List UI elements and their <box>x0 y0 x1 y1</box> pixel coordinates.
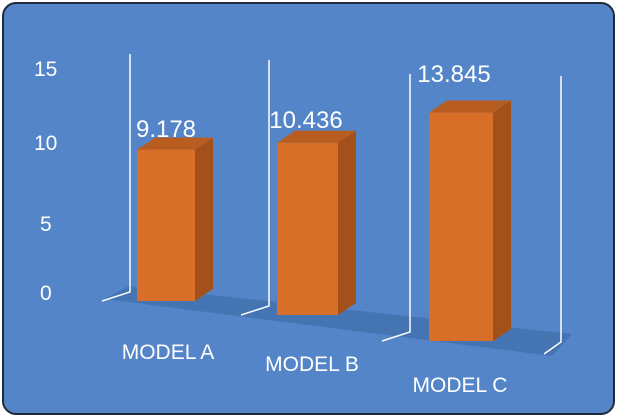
y-tick-label: 5 <box>40 213 52 236</box>
bar-top <box>277 130 356 143</box>
bar <box>137 137 213 301</box>
y-tick-label: 15 <box>34 58 57 81</box>
data-label: 13.845 <box>417 61 490 88</box>
bar-front <box>277 142 338 315</box>
bar-side <box>338 130 356 315</box>
category-label: MODEL B <box>265 353 359 376</box>
category-label: MODEL C <box>413 374 508 397</box>
axis-wall-line <box>240 60 270 316</box>
data-label: 10.436 <box>269 107 342 134</box>
category-label: MODEL A <box>122 341 215 364</box>
data-label: 9.178 <box>136 116 196 143</box>
axis-wall-line <box>381 74 411 342</box>
bar-side <box>493 100 511 342</box>
bar-top <box>137 137 213 150</box>
bar-top <box>429 100 511 113</box>
axis-wall-line-right <box>543 76 562 355</box>
bar <box>429 100 511 342</box>
y-tick-label: 0 <box>40 282 52 305</box>
bar-front <box>429 112 493 342</box>
axis-wall-line <box>101 54 131 302</box>
bar-side <box>195 137 213 301</box>
y-tick-label: 10 <box>34 132 57 155</box>
bar-chart: 0 5 10 15 9.178 10.436 13.845 MODEL A MODEL B M… <box>34 54 572 397</box>
chart-frame: 0 5 10 15 9.178 10.436 13.845 MODEL A MODEL B M… <box>2 2 615 415</box>
bar <box>277 130 356 315</box>
bar-front <box>137 149 195 301</box>
